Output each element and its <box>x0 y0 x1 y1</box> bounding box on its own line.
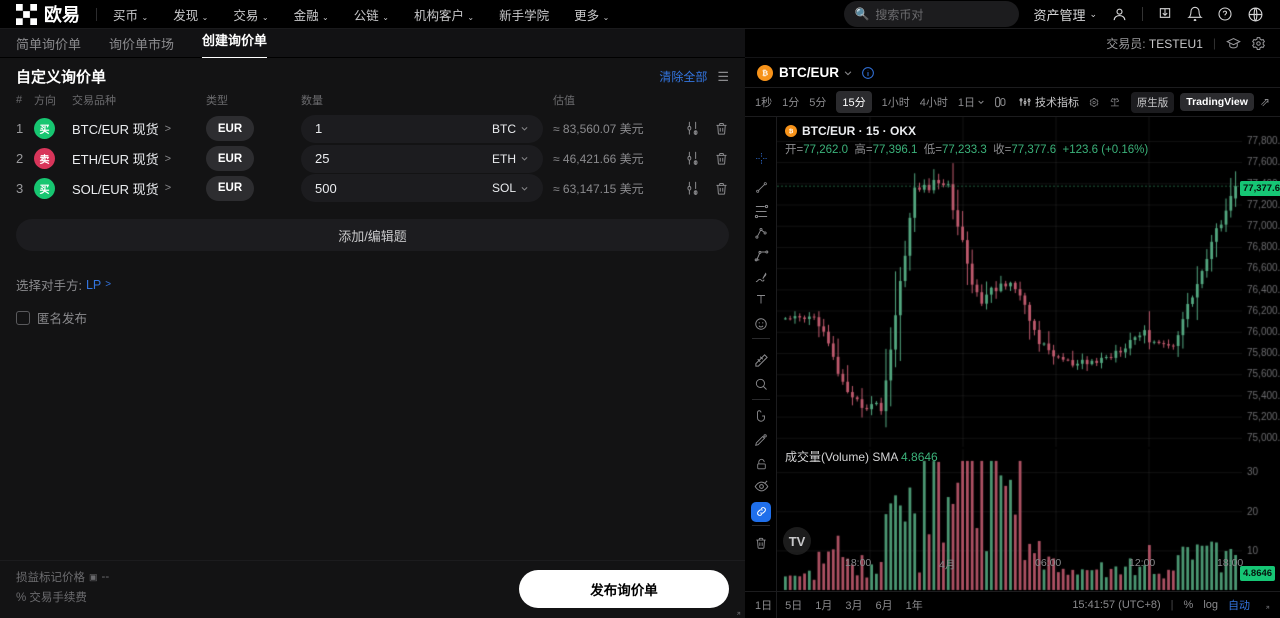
svg-text:₿: ₿ <box>789 128 794 135</box>
svg-text:₿: ₿ <box>762 68 768 77</box>
